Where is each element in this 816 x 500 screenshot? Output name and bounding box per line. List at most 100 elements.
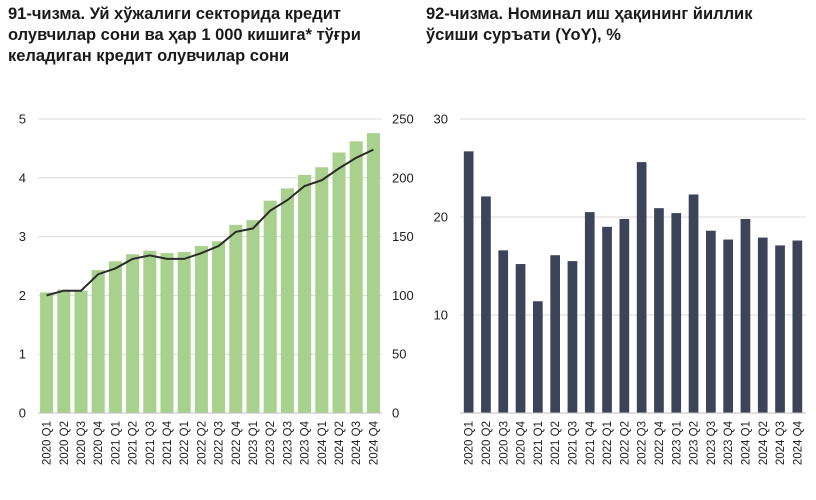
chart1-x-tick-label: 2022 Q3	[214, 421, 226, 465]
chart2-bar	[602, 226, 612, 413]
chart2-tick-label: 30	[434, 112, 448, 127]
chart1-bar	[298, 174, 312, 413]
chart2-bar	[723, 239, 733, 413]
chart2-bar	[533, 301, 543, 413]
chart2-bar	[671, 213, 682, 413]
chart2-bar	[792, 240, 803, 413]
chart2-x-tick-label: 2021 Q4	[585, 420, 597, 465]
chart2-bar	[757, 237, 768, 413]
chart2-x-tick-label: 2024 Q4	[792, 420, 804, 465]
chart2-x-tick-label: 2022 Q2	[619, 421, 631, 465]
chart1-bar	[194, 246, 208, 413]
chart1-right-tick-label: 250	[392, 112, 414, 127]
chart1-right-tick-label: 200	[392, 170, 414, 185]
chart1-left-tick-label: 4	[19, 170, 26, 185]
chart1-bar	[212, 241, 226, 413]
chart2-bar	[654, 208, 664, 413]
chart2-x-tick-label: 2024 Q3	[775, 421, 787, 465]
chart2-x-tick-label: 2022 Q1	[602, 421, 614, 465]
chart1-right-tick-label: 50	[392, 347, 406, 362]
chart1-x-tick-label: 2021 Q2	[128, 421, 140, 465]
chart1-left-tick-label: 1	[19, 347, 26, 362]
chart2-bar	[515, 264, 526, 413]
chart2-x-tick-label: 2020 Q4	[516, 420, 528, 465]
chart1-title: 91-чизма. Уй хўжалиги секторида кредит о…	[8, 5, 361, 65]
chart1-x-tick-label: 2024 Q4	[368, 420, 380, 465]
chart1-x-tick-label: 2023 Q2	[265, 421, 277, 465]
chart1-right-tick-label: 100	[392, 288, 414, 303]
chart1-bar	[74, 290, 88, 413]
chart2-tick-label: 20	[434, 210, 448, 225]
chart2-bar	[567, 261, 578, 413]
chart2-tick-label: 10	[434, 308, 448, 323]
chart1-x-tick-label: 2023 Q1	[248, 421, 260, 465]
chart1-x-tick-label: 2020 Q2	[59, 421, 71, 465]
chart1-x-tick-label: 2020 Q4	[93, 420, 105, 465]
chart2-bar	[550, 255, 560, 413]
chart2-x-tick-label: 2023 Q2	[689, 421, 701, 465]
chart1-bar	[315, 167, 329, 413]
chart1-left-tick-label: 3	[19, 229, 26, 244]
chart1-bar	[160, 253, 174, 413]
chart2-x-tick-label: 2021 Q2	[550, 421, 562, 465]
chart2-bar	[706, 230, 716, 413]
chart2-bar	[584, 212, 595, 413]
chart1-left-tick-label: 2	[19, 288, 26, 303]
chart1-x-tick-label: 2024 Q3	[351, 421, 363, 465]
chart1-x-tick-label: 2023 Q3	[282, 421, 294, 465]
chart1-line-series	[46, 148, 374, 297]
chart1-bar	[143, 250, 157, 413]
chart2-x-tick-label: 2021 Q1	[533, 421, 545, 465]
chart1-x-tick-label: 2024 Q2	[334, 421, 346, 465]
chart2-x-tick-label: 2022 Q4	[654, 420, 666, 465]
chart1-x-tick-label: 2021 Q4	[162, 420, 174, 465]
chart1-bar	[366, 133, 380, 413]
chart2-x-tick-label: 2023 Q1	[671, 421, 683, 465]
chart2-bar	[688, 194, 699, 413]
chart1-bar	[126, 254, 140, 413]
chart1-bar	[91, 270, 105, 413]
chart1-x-tick-label: 2022 Q4	[231, 420, 243, 465]
chart2-bar	[740, 218, 751, 413]
chart1-x-tick-label: 2024 Q1	[317, 421, 329, 465]
chart1-bar	[177, 251, 191, 413]
chart1-bar	[332, 152, 346, 414]
chart2-bar	[481, 196, 491, 413]
chart1-right-tick-label: 150	[392, 229, 414, 244]
chart1-right-tick-label: 0	[392, 406, 399, 421]
chart1-bar	[229, 224, 243, 413]
chart1-bar	[108, 261, 122, 413]
chart2-bar	[636, 162, 647, 413]
chart1-x-tick-label: 2020 Q3	[76, 421, 88, 465]
chart2-x-tick-label: 2020 Q2	[481, 421, 493, 465]
chart2-bar	[498, 250, 509, 413]
chart2-x-tick-label: 2024 Q2	[758, 421, 770, 465]
chart2-x-tick-label: 2023 Q4	[723, 420, 735, 465]
chart1-left-tick-label: 5	[19, 112, 26, 127]
chart1-x-tick-label: 2023 Q4	[300, 420, 312, 465]
chart2-x-tick-label: 2024 Q1	[740, 421, 752, 465]
chart1-x-tick-label: 2020 Q1	[42, 421, 54, 465]
chart1-x-tick-label: 2021 Q1	[110, 421, 122, 465]
chart1-bar	[246, 220, 260, 413]
chart1-x-tick-label: 2021 Q3	[145, 421, 157, 465]
chart2-x-tick-label: 2022 Q3	[637, 421, 649, 465]
chart1-bar	[280, 188, 294, 413]
chart2-x-tick-label: 2021 Q3	[567, 421, 579, 465]
chart1-bar	[263, 200, 277, 413]
chart2-bar	[619, 218, 630, 413]
chart2-bar	[775, 245, 785, 413]
chart2-bar	[463, 151, 474, 413]
chart2-x-tick-label: 2020 Q1	[464, 421, 476, 465]
chart1-x-tick-label: 2022 Q2	[196, 421, 208, 465]
chart2-title: 92-чизма. Номинал иш ҳақининг йиллик ўси…	[426, 5, 753, 44]
chart2-x-tick-label: 2023 Q3	[706, 421, 718, 465]
chart1-left-tick-label: 0	[19, 406, 26, 421]
chart1-bar	[57, 289, 71, 413]
chart1-bar	[349, 141, 363, 413]
chart1-bar	[40, 292, 54, 413]
chart1-x-tick-label: 2022 Q1	[179, 421, 191, 465]
chart2-x-tick-label: 2020 Q3	[498, 421, 510, 465]
